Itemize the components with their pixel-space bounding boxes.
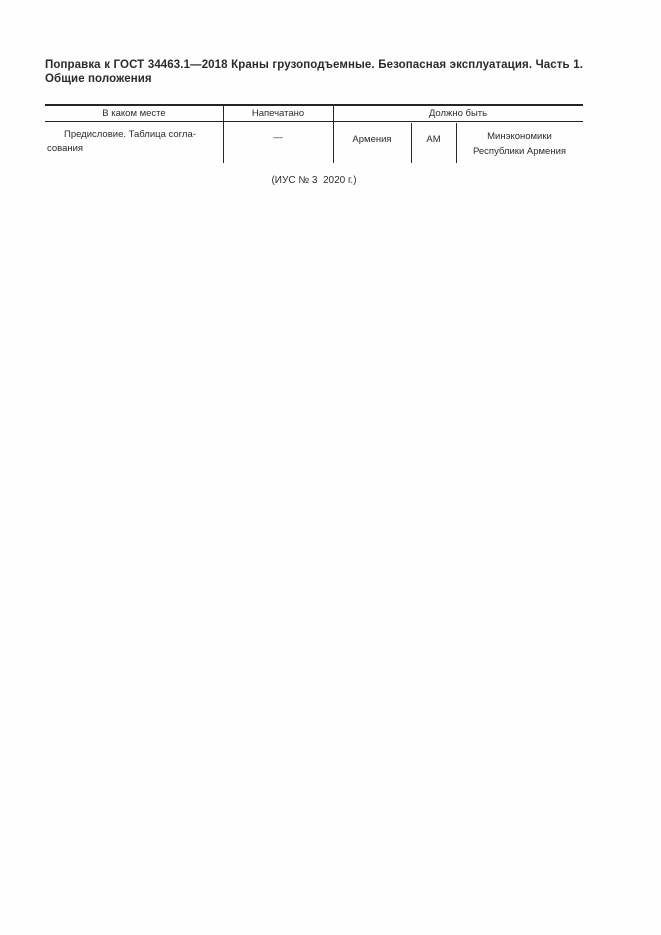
table-subcolumn-divider-1: [411, 123, 412, 163]
document-title-line1: Поправка к ГОСТ 34463.1—2018 Краны грузо…: [45, 59, 583, 71]
column-header-location: В каком месте: [102, 108, 166, 119]
table-column-divider-1: [223, 106, 224, 163]
table-header-rule: [45, 121, 583, 122]
document-title: Поправка к ГОСТ 34463.1—2018 Краны грузо…: [45, 58, 583, 86]
table-cell-country: Армения: [352, 134, 392, 145]
column-header-printed: Напечатано: [251, 108, 305, 119]
column-header-should-be: Должно быть: [428, 108, 488, 119]
correction-table: В каком месте Напечатано Должно быть Пре…: [45, 104, 583, 166]
table-cell-authority: Минэкономики Республики Армения: [472, 131, 567, 157]
table-cell-location: Предисловие. Таблица согла- сования: [47, 129, 196, 154]
table-subcolumn-divider-2: [456, 123, 457, 163]
issue-note: (ИУС № 3 2020 г.): [271, 175, 357, 186]
table-cell-printed: —: [273, 132, 283, 143]
table-column-divider-2: [333, 106, 334, 163]
document-title-line2: Общие положения: [45, 73, 152, 85]
table-cell-country-code: АМ: [426, 134, 441, 145]
